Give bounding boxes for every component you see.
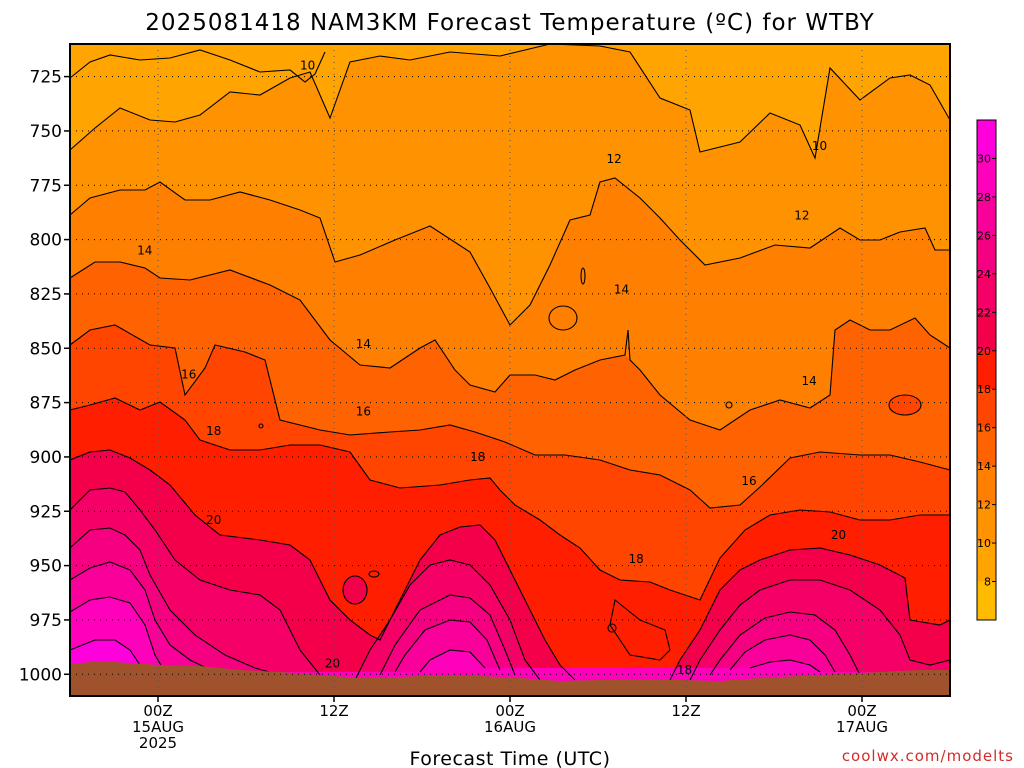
- ground-surface: [70, 661, 950, 696]
- contour-labels: 10 10 12 12 14 14 14 14 16 16 16 18 18 18 18 20 20 20: [137, 59, 846, 677]
- colorbar-border: [976, 119, 997, 621]
- credit-link[interactable]: coolwx.com/modelts: [842, 747, 1014, 765]
- y-tick-label: 850: [30, 339, 62, 359]
- y-tick-label: 925: [30, 502, 62, 522]
- band-12-14-blob: [549, 306, 577, 330]
- colorbar-swatch: [977, 158, 996, 197]
- band-18-20-blob: [610, 628, 670, 652]
- contour-label: 12: [606, 152, 621, 166]
- colorbar: 8 10 12 14 16 18 20 22 24 26 28 30: [976, 119, 997, 621]
- colorbar-swatch: [977, 235, 996, 274]
- contour-label: 10: [300, 59, 315, 73]
- band-28-30: [70, 597, 950, 696]
- colorbar-tick-label: 30: [977, 152, 991, 165]
- y-tick-label: 775: [30, 176, 62, 196]
- x-tick-label: 12Z: [319, 702, 348, 720]
- y-tick-label: 750: [30, 122, 62, 142]
- x-tick-label: 17AUG: [836, 718, 888, 736]
- band-24-26: [70, 528, 950, 696]
- colorbar-tick-label: 12: [977, 499, 991, 512]
- contour-lines: [69, 43, 951, 681]
- colorbar-tick-label: 20: [977, 345, 991, 358]
- y-tick-label: 725: [30, 68, 62, 88]
- contour-label: 14: [614, 283, 629, 297]
- y-tick-label: 1000: [19, 665, 62, 685]
- x-tick-label: 16AUG: [484, 718, 536, 736]
- colorbar-swatch: [977, 312, 996, 351]
- band-20-22-blob: [343, 576, 367, 604]
- x-tick-label: 00Z: [143, 702, 172, 720]
- contour-label: 18: [677, 663, 692, 677]
- x-tick-label: 00Z: [495, 702, 524, 720]
- x-tick-label: 12Z: [671, 702, 700, 720]
- y-tick-label: 975: [30, 611, 62, 631]
- colorbar-tick-label: 28: [977, 191, 991, 204]
- colorbar-swatch: [977, 389, 996, 428]
- contour-label: 18: [470, 450, 485, 464]
- plot-area: 10 10 12 12 14 14 14 14 16 16 16 18 18 18 18 20 20 20: [69, 43, 951, 697]
- colorbar-tick-label: 8: [984, 576, 991, 589]
- contour-label: 20: [831, 528, 846, 542]
- contour-label: 12: [794, 209, 809, 223]
- x-axis-label: Forecast Time (UTC): [410, 748, 611, 768]
- colorbar-tick-label: 24: [977, 268, 991, 281]
- colorbar-swatch: [977, 120, 996, 159]
- y-axis: 725 750 775 800 825 850 875 900 925 950 975 1000: [19, 68, 70, 685]
- contour-label: 14: [802, 374, 817, 388]
- contour-label: 18: [206, 424, 221, 438]
- colorbar-swatch: [977, 350, 996, 390]
- y-tick-label: 900: [30, 448, 62, 468]
- band-16-18-blob: [889, 395, 921, 415]
- colorbar-tick-label: 14: [977, 460, 991, 473]
- colorbar-tick-label: 16: [977, 422, 991, 435]
- colorbar-swatch: [977, 504, 996, 544]
- contour-label: 10: [812, 139, 827, 153]
- colorbar-swatch: [977, 196, 996, 236]
- band-22-24: [70, 488, 950, 696]
- y-tick-label: 950: [30, 557, 62, 577]
- colorbar-swatch: [977, 466, 996, 505]
- grid: [70, 44, 950, 696]
- x-tick-label: 15AUG: [132, 718, 184, 736]
- y-tick-label: 875: [30, 394, 62, 414]
- colorbar-swatch: [977, 543, 996, 582]
- colorbar-tick-label: 22: [977, 306, 991, 319]
- colorbar-swatch: [977, 427, 996, 467]
- colorbar-swatch: [977, 273, 996, 313]
- x-tick-label: 2025: [139, 734, 177, 752]
- contour-label: 20: [206, 513, 221, 527]
- contour-label: 18: [628, 552, 643, 566]
- contour-label: 20: [325, 656, 340, 670]
- y-tick-label: 825: [30, 285, 62, 305]
- colorbar-tick-label: 10: [977, 537, 991, 550]
- contour-label: 14: [137, 243, 152, 257]
- contour-label: 16: [356, 404, 371, 418]
- colorbar-tick-label: 18: [977, 383, 991, 396]
- x-tick-label: 00Z: [847, 702, 876, 720]
- contour-label: 16: [181, 367, 196, 381]
- contour-label: 16: [741, 474, 756, 488]
- chart-title: 2025081418 NAM3KM Forecast Temperature (…: [145, 10, 874, 36]
- colorbar-tick-label: 26: [977, 229, 991, 242]
- y-tick-label: 800: [30, 231, 62, 251]
- contour-label: 14: [356, 337, 371, 351]
- colorbar-swatch: [977, 581, 996, 620]
